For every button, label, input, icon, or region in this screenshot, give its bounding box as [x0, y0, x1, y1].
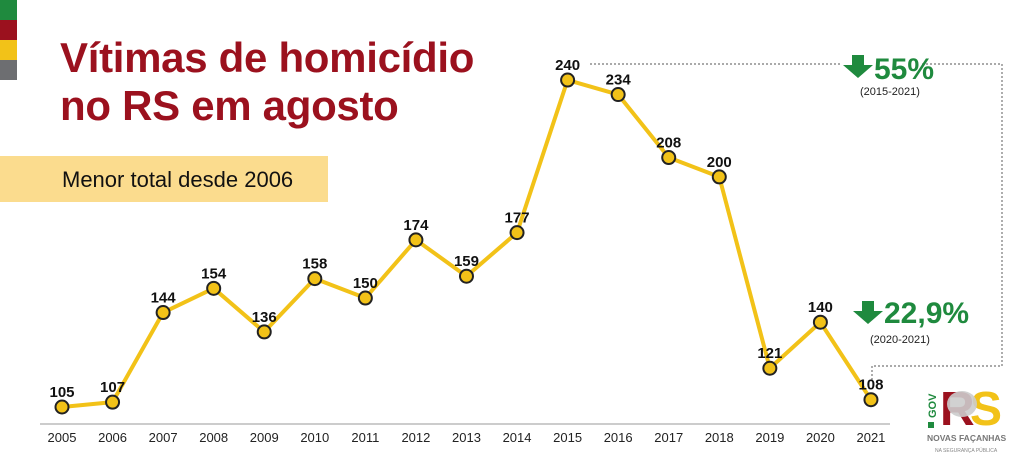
data-point: [105, 394, 121, 410]
logo: GOV R S NOVAS FAÇANHAS NA SEGURANÇA PÚBL…: [927, 383, 1007, 454]
data-label: 144: [151, 290, 177, 307]
data-label: 174: [403, 217, 429, 234]
x-tick-label: 2019: [755, 430, 784, 445]
dotted-bracket: [590, 63, 1003, 380]
data-label: 136: [252, 309, 277, 326]
title-line-2: no RS em agosto: [60, 82, 399, 129]
chart-title: Vítimas de homicídio no RS em agosto: [60, 34, 474, 130]
data-label: 240: [555, 57, 580, 74]
x-tick-label: 2020: [806, 430, 835, 445]
logo-gov: GOV: [927, 393, 939, 418]
data-point: [408, 232, 424, 248]
data-point: [762, 360, 778, 376]
data-label: 158: [302, 256, 327, 273]
data-point: [206, 280, 222, 296]
data-label: 150: [353, 275, 378, 292]
data-label: 177: [505, 210, 530, 227]
logo-subtag: NA SEGURANÇA PÚBLICA: [935, 447, 998, 454]
data-label: 159: [454, 253, 479, 270]
data-point: [155, 305, 171, 321]
data-point: [256, 324, 272, 340]
annotation-55-period: (2015-2021): [860, 86, 920, 98]
arrow-down-icon: [843, 55, 873, 78]
stripe-yellow: [0, 40, 17, 60]
x-tick-label: 2017: [654, 430, 683, 445]
annotation-229: 22,9%: [884, 297, 969, 330]
x-tick-label: 2013: [452, 430, 481, 445]
x-tick-label: 2008: [199, 430, 228, 445]
subtitle-banner: Menor total desde 2006: [0, 156, 328, 202]
x-tick-label: 2014: [503, 430, 532, 445]
data-point: [812, 314, 828, 330]
series-line: [61, 78, 873, 409]
subtitle: Menor total desde 2006: [62, 167, 294, 192]
annotation-55: 55%: [874, 53, 934, 86]
x-tick-label: 2009: [250, 430, 279, 445]
data-label: 105: [49, 384, 74, 401]
data-label: 121: [757, 345, 782, 362]
x-tick-label: 2011: [351, 430, 379, 445]
x-tick-label: 2005: [48, 430, 77, 445]
x-tick-label: 2021: [856, 430, 885, 445]
data-point: [661, 150, 677, 166]
data-point: [509, 225, 525, 241]
data-label: 208: [656, 135, 681, 152]
data-label: 200: [707, 154, 732, 171]
x-tick-label: 2007: [149, 430, 178, 445]
x-tick-label: 2006: [98, 430, 127, 445]
data-point: [54, 399, 70, 415]
data-label: 107: [100, 379, 125, 396]
x-tick-label: 2015: [553, 430, 582, 445]
data-point: [307, 271, 323, 287]
data-point: [711, 169, 727, 185]
data-point: [458, 268, 474, 284]
data-label: 140: [808, 299, 833, 316]
x-tick-label: 2010: [300, 430, 329, 445]
x-tick-label: 2016: [604, 430, 633, 445]
data-point: [357, 290, 373, 306]
arrow-down-icon: [853, 301, 883, 324]
stripe-red: [0, 20, 17, 40]
x-tick-label: 2018: [705, 430, 734, 445]
data-point: [610, 87, 626, 103]
data-point: [560, 72, 576, 88]
data-label: 154: [201, 265, 227, 282]
data-point: [863, 392, 879, 408]
annotation-229-period: (2020-2021): [870, 334, 930, 346]
stripe-gray: [0, 60, 17, 80]
logo-tagline: NOVAS FAÇANHAS: [927, 433, 1007, 443]
title-line-1: Vítimas de homicídio: [60, 34, 475, 81]
data-label: 234: [606, 72, 632, 89]
stripe-green: [0, 0, 17, 20]
data-label: 108: [858, 377, 883, 394]
x-tick-label: 2012: [401, 430, 430, 445]
